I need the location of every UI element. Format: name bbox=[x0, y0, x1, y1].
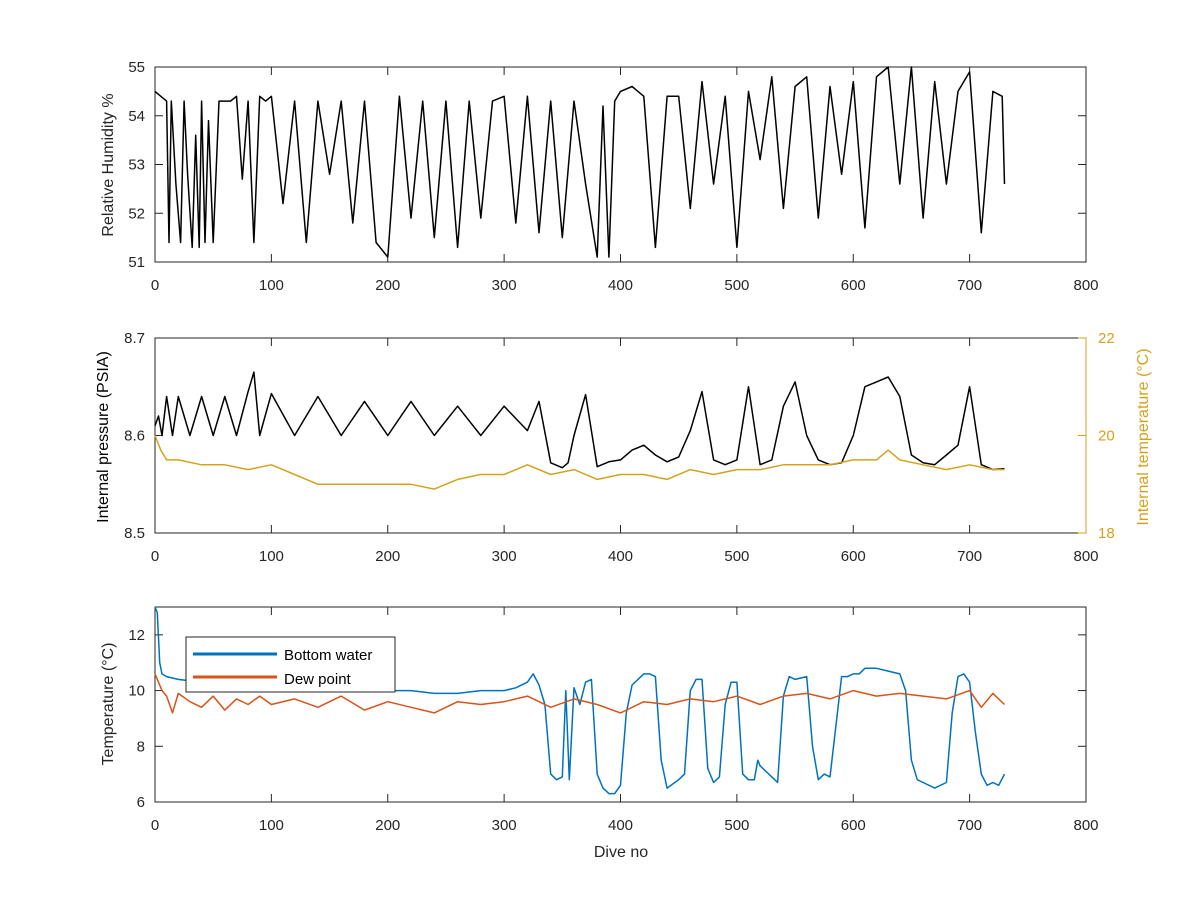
legend-label-dew-point: Dew point bbox=[284, 671, 352, 688]
pressure-x-tick-label: 800 bbox=[1073, 548, 1098, 565]
temperature-y-tick-label: 8 bbox=[137, 738, 145, 755]
pressure-panel: 0 100 200 300 400 500 600 700 800 8.5 8.6 8.7 18 20… bbox=[95, 330, 1152, 565]
temperature-x-tick-label: 800 bbox=[1073, 817, 1098, 834]
temperature-x-tick-label: 0 bbox=[151, 817, 159, 834]
pressure-y-ticks: 8.5 8.6 8.7 bbox=[124, 330, 163, 542]
humidity-panel: 0 100 200 300 400 500 600 700 800 51 52 53 54 55 Rel… bbox=[100, 59, 1099, 294]
humidity-y-ticks: 51 52 53 54 55 bbox=[128, 59, 1086, 271]
temperature-y-axis-label: Temperature (°C) bbox=[100, 643, 117, 766]
humidity-x-ticks: 0 100 200 300 400 500 600 700 800 bbox=[151, 67, 1099, 294]
pressure-x-tick-label: 100 bbox=[259, 548, 284, 565]
pressure-series-0-line bbox=[154, 371, 1005, 471]
pressure-x-tick-label: 200 bbox=[375, 548, 400, 565]
humidity-x-tick-label: 600 bbox=[841, 277, 866, 294]
humidity-y-tick-label: 52 bbox=[128, 205, 145, 222]
pressure-y-tick-label: 8.5 bbox=[124, 525, 145, 542]
temperature-x-tick-label: 400 bbox=[608, 817, 633, 834]
right-y-tick-label: 18 bbox=[1098, 525, 1115, 542]
temperature-y-tick-label: 12 bbox=[128, 627, 145, 644]
temperature-x-tick-label: 700 bbox=[957, 817, 982, 834]
humidity-x-tick-label: 800 bbox=[1073, 277, 1098, 294]
humidity-x-tick-label: 0 bbox=[151, 277, 159, 294]
pressure-x-tick-label: 600 bbox=[841, 548, 866, 565]
humidity-y-tick-label: 54 bbox=[128, 108, 145, 125]
x-axis-label: Dive no bbox=[594, 844, 648, 861]
temperature-x-ticks: 0 100 200 300 400 500 600 700 800 bbox=[151, 607, 1099, 834]
humidity-x-tick-label: 100 bbox=[259, 277, 284, 294]
right-y-tick-label: 20 bbox=[1098, 428, 1115, 445]
temperature-lines bbox=[154, 606, 1006, 795]
humidity-y-tick-label: 55 bbox=[128, 59, 145, 76]
pressure-x-tick-label: 500 bbox=[724, 548, 749, 565]
internal-temperature-y-axis-label: Internal temperature (°C) bbox=[1135, 348, 1152, 525]
pressure-x-tick-label: 300 bbox=[492, 548, 517, 565]
temperature-x-tick-label: 300 bbox=[492, 817, 517, 834]
humidity-series-0-line bbox=[154, 66, 1006, 258]
humidity-y-axis-label: Relative Humidity % bbox=[100, 93, 117, 236]
dew-point-line bbox=[154, 673, 1006, 714]
pressure-x-tick-label: 0 bbox=[151, 548, 159, 565]
bottom-water-line bbox=[154, 606, 1006, 795]
pressure-lines bbox=[154, 371, 1005, 490]
humidity-y-tick-label: 53 bbox=[128, 157, 145, 174]
temperature-panel: 0 100 200 300 400 500 600 700 800 6 8 10 12 Tempera… bbox=[100, 606, 1099, 861]
legend: Bottom water Dew point bbox=[185, 636, 396, 693]
temperature-x-tick-label: 600 bbox=[841, 817, 866, 834]
right-y-tick-label: 22 bbox=[1098, 330, 1115, 347]
humidity-x-tick-label: 400 bbox=[608, 277, 633, 294]
humidity-y-tick-label: 51 bbox=[128, 254, 145, 271]
temperature-y-tick-label: 10 bbox=[128, 683, 145, 700]
legend-label-bottom-water: Bottom water bbox=[284, 647, 372, 664]
pressure-x-tick-label: 700 bbox=[957, 548, 982, 565]
humidity-lines bbox=[154, 66, 1006, 258]
humidity-x-tick-label: 200 bbox=[375, 277, 400, 294]
humidity-x-tick-label: 700 bbox=[957, 277, 982, 294]
temperature-x-tick-label: 100 bbox=[259, 817, 284, 834]
pressure-y-axis-label: Internal pressure (PSIA) bbox=[95, 351, 112, 523]
pressure-x-ticks: 0 100 200 300 400 500 600 700 800 bbox=[151, 338, 1099, 565]
humidity-x-tick-label: 500 bbox=[724, 277, 749, 294]
pressure-x-tick-label: 400 bbox=[608, 548, 633, 565]
temperature-x-tick-label: 500 bbox=[724, 817, 749, 834]
pressure-series-1-line bbox=[154, 435, 1005, 490]
temperature-right-ticks: 18 20 22 bbox=[1078, 330, 1115, 542]
temperature-x-tick-label: 200 bbox=[375, 817, 400, 834]
pressure-y-tick-label: 8.7 bbox=[124, 330, 145, 347]
humidity-x-tick-label: 300 bbox=[492, 277, 517, 294]
temperature-y-tick-label: 6 bbox=[137, 794, 145, 811]
legend-box bbox=[185, 636, 396, 693]
temperature-y-ticks: 6 8 10 12 bbox=[128, 627, 1086, 811]
pressure-y-tick-label: 8.6 bbox=[124, 428, 145, 445]
